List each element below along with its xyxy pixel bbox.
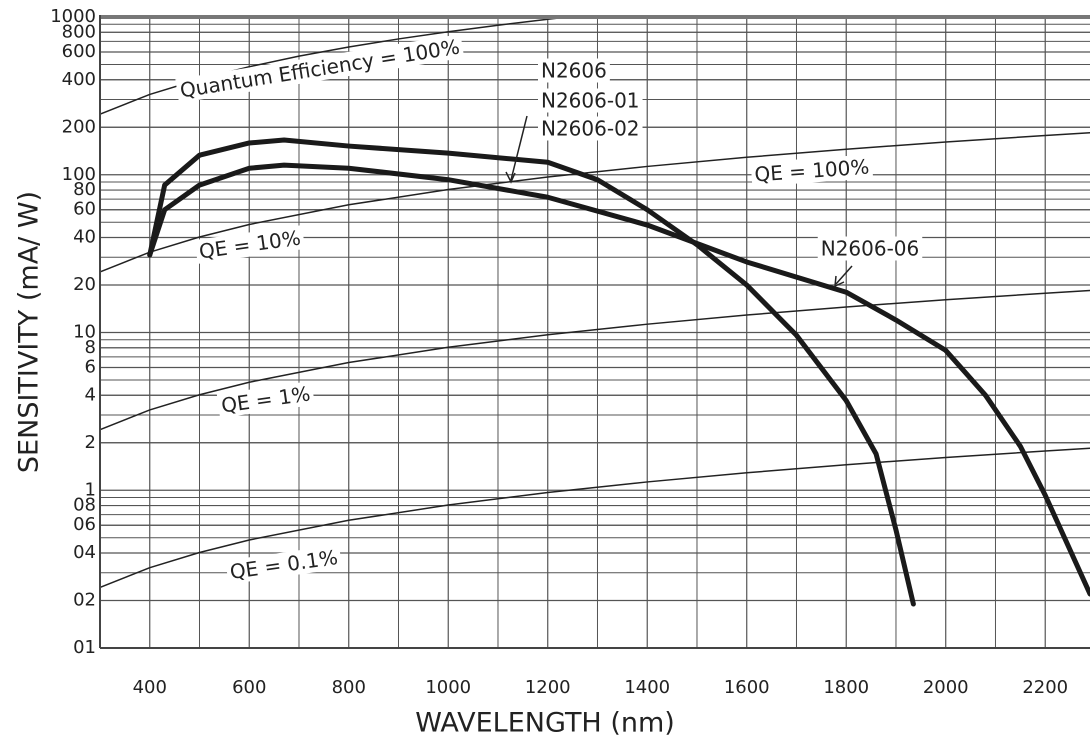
line-label: Quantum Efficiency = 100%: [178, 35, 461, 103]
y-tick-label: 2: [85, 432, 96, 453]
x-tick-label: 1000: [425, 677, 471, 698]
y-tick-label: 04: [73, 542, 96, 563]
x-tick-label: 2200: [1022, 677, 1068, 698]
x-tick-label: 1800: [823, 677, 869, 698]
line-label: N2606-02: [541, 117, 640, 141]
series-line: [100, 131, 1090, 273]
y-tick-label: 08: [73, 495, 96, 516]
label-background: [194, 225, 306, 264]
y-tick-label: 10: [73, 322, 96, 343]
x-tick-label: 1400: [624, 677, 670, 698]
series-line: [147, 162, 1090, 597]
series-line: [100, 447, 1090, 589]
x-axis-title: WAVELENGTH (nm): [415, 708, 675, 739]
arrow-head: [505, 171, 516, 184]
label-background: [225, 544, 343, 585]
y-tick-label: 40: [73, 227, 96, 248]
line-label-group: Quantum Efficiency = 100%: [175, 34, 465, 103]
label-background: [538, 116, 643, 141]
label-background: [538, 58, 610, 83]
y-tick-label: 60: [73, 199, 96, 220]
y-tick-label: 4: [85, 384, 96, 405]
arrow-head: [834, 275, 845, 288]
label-background: [216, 380, 315, 419]
y-tick-label: 1000: [50, 6, 96, 27]
line-label-group: N2606-01: [538, 88, 643, 113]
line-label: N2606-01: [541, 89, 640, 113]
label-background: [538, 88, 643, 113]
line-label-group: N2606: [538, 58, 610, 83]
y-tick-label: 02: [73, 590, 96, 611]
y-tick-label: 600: [62, 41, 96, 62]
label-background: [817, 236, 923, 261]
y-tick-label: 01: [73, 637, 96, 658]
line-label-group: N2606-02: [538, 116, 643, 141]
label-background: [750, 154, 874, 187]
y-tick-label: 200: [62, 116, 96, 137]
line-label: N2606: [541, 59, 607, 83]
label-arrow: [835, 265, 853, 285]
x-tick-label: 800: [332, 677, 366, 698]
x-tick-label: 400: [133, 677, 167, 698]
x-tick-label: 2000: [923, 677, 969, 698]
y-tick-label: 80: [73, 179, 96, 200]
y-axis-title: SENSITIVITY (mA/ W): [14, 191, 45, 473]
x-tick-label: 1600: [724, 677, 770, 698]
x-tick-label: 600: [232, 677, 266, 698]
line-label: N2606-06: [821, 237, 920, 261]
y-tick-label: 06: [73, 514, 96, 535]
line-label: QE = 0.1%: [228, 545, 339, 584]
y-tick-label: 1: [85, 479, 96, 500]
label-background: [175, 34, 465, 103]
y-tick-label: 6: [85, 356, 96, 377]
y-tick-label: 400: [62, 69, 96, 90]
line-label-group: N2606-06: [817, 236, 923, 261]
y-tick-label: 800: [62, 21, 96, 42]
y-tick-label: 8: [85, 337, 96, 358]
y-tick-label: 20: [73, 274, 96, 295]
line-label-group: QE = 0.1%: [225, 544, 343, 585]
y-tick-label: 100: [62, 164, 96, 185]
label-arrow: [510, 115, 528, 181]
x-tick-label: 1200: [525, 677, 571, 698]
grid: [100, 16, 1090, 649]
plot-lines: [100, 17, 1090, 607]
series-line: [100, 289, 1090, 431]
series-line: [147, 137, 916, 607]
